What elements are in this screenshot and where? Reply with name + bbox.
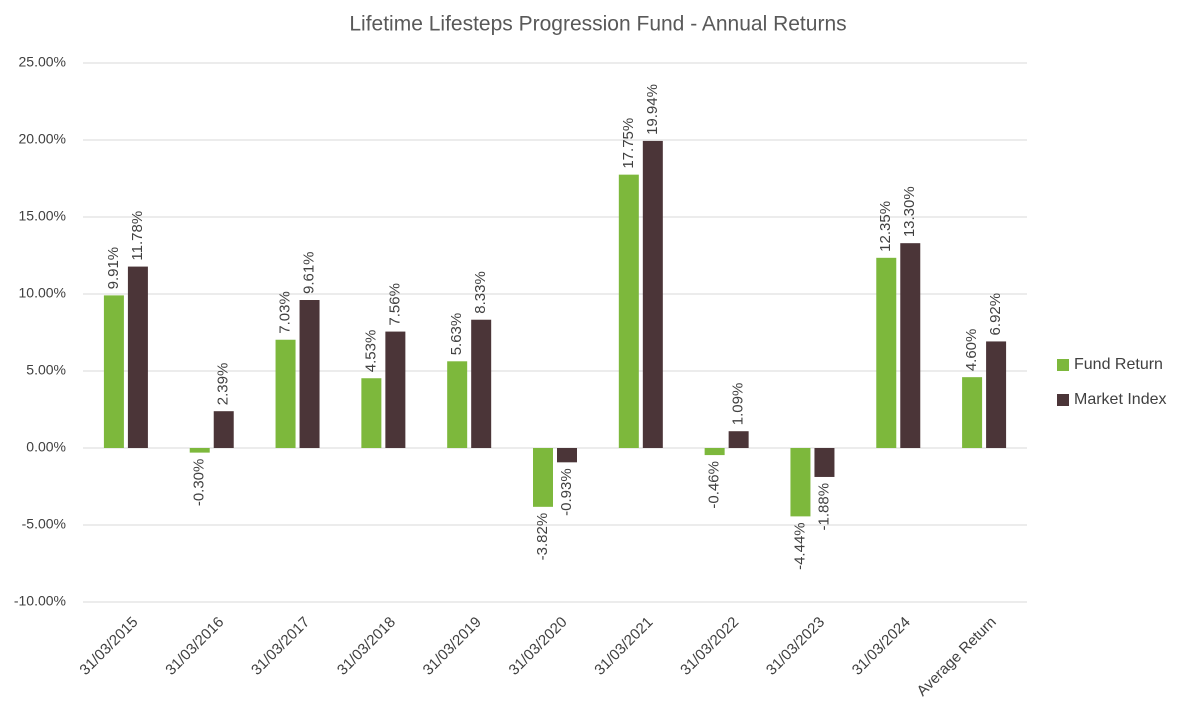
legend-swatch (1057, 359, 1069, 371)
x-tick-label: 31/03/2016 (162, 614, 227, 679)
bar (814, 448, 835, 477)
bar (275, 339, 296, 448)
x-tick-label: 31/03/2020 (506, 614, 571, 679)
x-tick-label: 31/03/2023 (763, 614, 828, 679)
bar (790, 448, 811, 517)
y-tick-label: 10.00% (19, 285, 66, 301)
value-label: -1.88% (815, 483, 832, 531)
bar (986, 341, 1007, 448)
value-label: 12.35% (877, 201, 894, 252)
y-tick-label: 5.00% (26, 362, 66, 378)
x-tick-label: 31/03/2024 (849, 614, 914, 679)
value-label: 4.53% (362, 330, 379, 373)
x-tick-label: 31/03/2015 (76, 614, 141, 679)
value-label: 7.56% (386, 283, 403, 326)
value-label: -0.46% (706, 461, 723, 509)
x-tick-label: 31/03/2017 (248, 614, 313, 679)
value-label: -0.30% (191, 459, 208, 507)
value-label: 5.63% (448, 313, 465, 356)
bar (728, 431, 749, 448)
bar (213, 411, 234, 448)
x-tick-label: Average Return (914, 614, 1000, 700)
legend-label: Fund Return (1074, 356, 1163, 373)
value-label: 7.03% (277, 291, 294, 334)
value-label: 11.78% (129, 211, 146, 261)
bar (900, 243, 921, 448)
bar (876, 257, 897, 448)
value-label: -0.93% (558, 468, 575, 516)
x-tick-label: 31/03/2018 (334, 614, 399, 679)
y-tick-label: 25.00% (19, 54, 66, 70)
bar (189, 448, 210, 453)
value-label: -4.44% (791, 522, 808, 570)
bar (361, 378, 382, 448)
x-tick-label: 31/03/2022 (677, 614, 742, 679)
bar (704, 448, 725, 456)
value-label: 19.94% (644, 84, 661, 135)
bar (618, 174, 639, 448)
value-label: 8.33% (472, 271, 489, 314)
bar (385, 331, 406, 448)
legend-swatch (1057, 394, 1069, 406)
value-label: 9.91% (105, 247, 122, 290)
bar (642, 140, 663, 448)
value-label: 9.61% (301, 251, 318, 294)
bar (447, 361, 468, 448)
value-label: -3.82% (534, 513, 551, 561)
x-tick-label: 31/03/2021 (591, 614, 656, 679)
y-tick-label: 0.00% (26, 439, 66, 455)
y-tick-label: 15.00% (19, 208, 66, 224)
y-tick-label: -5.00% (22, 516, 66, 532)
value-label: 4.60% (963, 329, 980, 372)
value-label: 13.30% (901, 186, 918, 237)
bar (471, 319, 492, 448)
bar (299, 300, 320, 448)
value-label: 1.09% (730, 383, 747, 426)
x-tick-label: 31/03/2019 (420, 614, 485, 679)
value-label: 2.39% (215, 363, 232, 406)
bar (533, 448, 553, 507)
value-label: 6.92% (987, 293, 1004, 336)
bar (557, 448, 577, 463)
bar (962, 377, 983, 448)
y-tick-label: -10.00% (14, 593, 66, 609)
legend-label: Market Index (1074, 391, 1166, 408)
value-label: 17.75% (620, 118, 637, 169)
chart-title: Lifetime Lifesteps Progression Fund - An… (349, 13, 846, 36)
bar (127, 266, 148, 448)
bar (103, 295, 124, 448)
y-tick-label: 20.00% (19, 131, 66, 147)
